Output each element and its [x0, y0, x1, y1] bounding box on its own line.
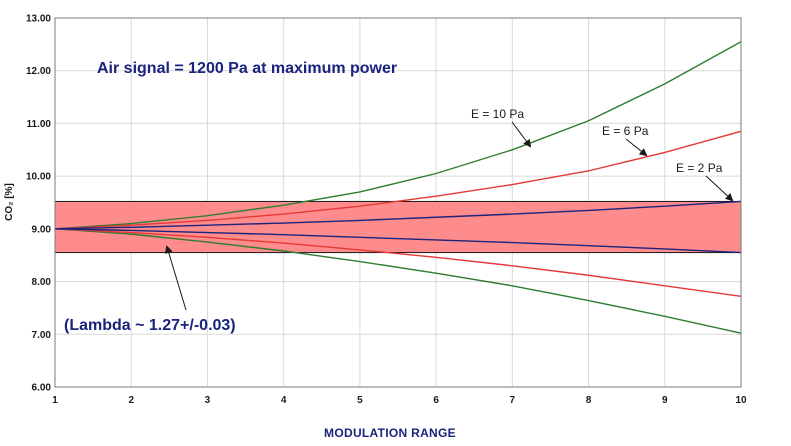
e6-pointer [625, 138, 648, 157]
e2-label: E = 2 Pa [676, 161, 723, 175]
e10-label: E = 10 Pa [471, 107, 524, 121]
e10-pointer [511, 121, 532, 148]
plot-frame [54, 17, 742, 388]
y-tick-label: 7.00 [32, 330, 52, 341]
y-tick-label: 10.00 [26, 172, 51, 183]
x-tick-label: 10 [735, 395, 747, 406]
y-tick-labels: 6.00 7.00 8.00 9.00 10.00 11.00 12.00 13.00 [26, 14, 51, 394]
y-tick-label: 6.00 [32, 383, 52, 394]
series-lines [54, 41, 742, 334]
series-line-2 [54, 228, 742, 334]
lambda-annotation: (Lambda ~ 1.27+/-0.03) [64, 317, 236, 334]
x-tick-label: 2 [128, 395, 134, 406]
x-tick-label: 4 [281, 395, 287, 406]
series-line-5 [54, 200, 742, 230]
e6-label: E = 6 Pa [602, 124, 649, 138]
x-tick-label: 8 [586, 395, 592, 406]
x-tick-label: 6 [433, 395, 439, 406]
y-axis-title: CO₂ [%] [4, 183, 15, 221]
x-tick-label: 1 [52, 395, 58, 406]
e2-pointer [705, 175, 734, 202]
x-tick-label: 5 [357, 395, 363, 406]
lambda-pointer [164, 245, 187, 311]
series-line-6 [54, 228, 742, 254]
y-tick-label: 11.00 [27, 119, 52, 130]
y-tick-label: 8.00 [32, 277, 52, 288]
y-tick-label: 12.00 [26, 66, 51, 77]
x-tick-label: 7 [510, 395, 516, 406]
series-line-3 [54, 130, 742, 230]
x-tick-label: 3 [205, 395, 211, 406]
x-tick-labels: 1 2 3 4 5 6 7 8 9 10 [52, 395, 747, 406]
air-signal-annotation: Air signal = 1200 Pa at maximum power [97, 60, 397, 77]
x-tick-label: 9 [662, 395, 668, 406]
series-line-1 [54, 41, 742, 230]
y-tick-label: 13.00 [26, 14, 51, 25]
series-line-4 [54, 228, 742, 298]
y-tick-label: 9.00 [32, 224, 52, 235]
x-axis-title: MODULATION RANGE [324, 426, 456, 440]
